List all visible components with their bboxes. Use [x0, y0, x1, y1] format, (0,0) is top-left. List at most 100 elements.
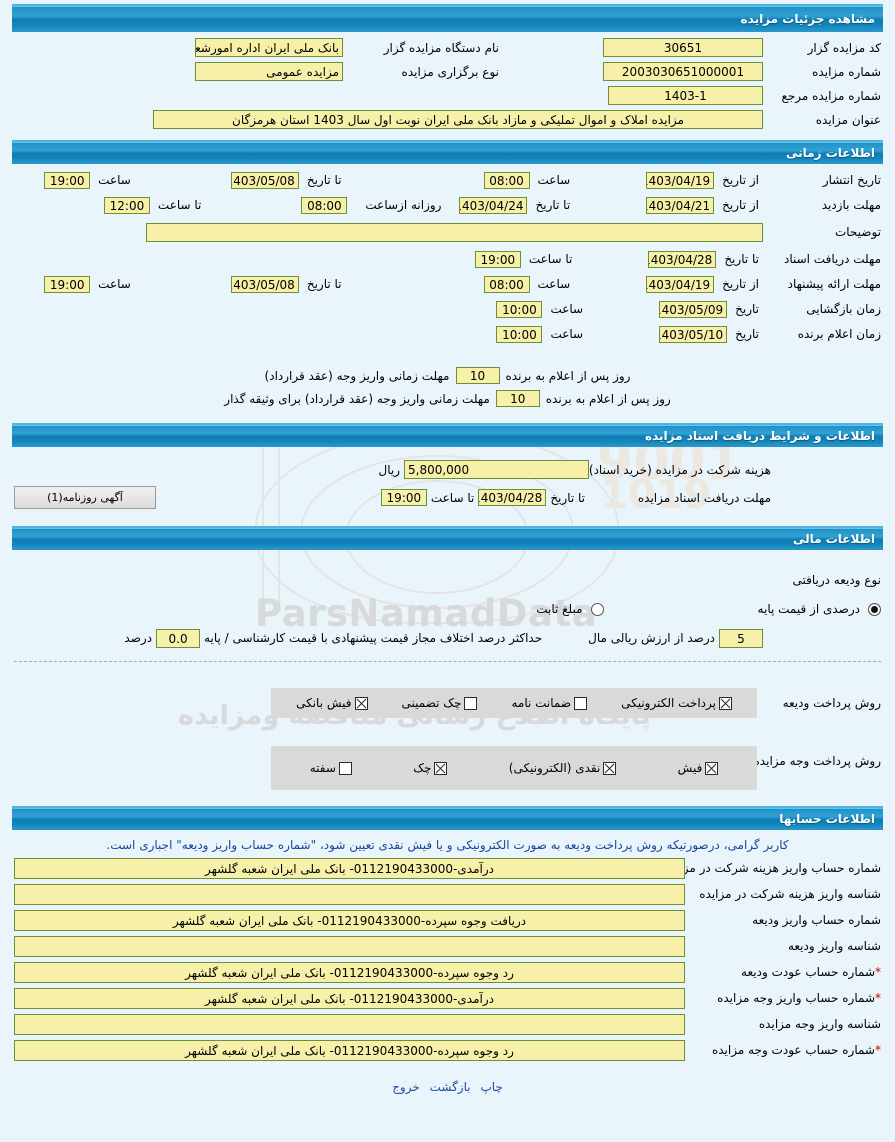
proposal-from-date[interactable]: 1403/04/19: [646, 275, 715, 293]
account-row-4: *شماره حساب عودت ودیعه رد وجوه سپرده-011…: [0, 961, 895, 983]
time-row-proposal: مهلت ارائه پیشنهاد از تاریخ 1403/04/19 س…: [0, 274, 895, 294]
auction-method-receipt[interactable]: فیش: [678, 761, 719, 775]
notes-field[interactable]: [146, 222, 763, 242]
title-field[interactable]: مزایده املاک و اموال تملیکی و مازاد بانک…: [153, 110, 763, 129]
publish-from-date[interactable]: 1403/04/19: [646, 171, 715, 189]
publish-from-time[interactable]: 08:00: [483, 171, 530, 189]
auction-method-receipt-label: فیش: [677, 761, 703, 775]
account-label-text-4: شماره حساب عودت ودیعه: [741, 965, 875, 980]
account-field-2[interactable]: دریافت وجوه سپرده-0112190433000- بانک مل…: [14, 909, 685, 931]
time-row-publish: تاریخ انتشار از تاریخ 1403/04/19 ساعت 08…: [0, 170, 895, 190]
org-label: نام دستگاه مزایده گزار: [383, 40, 499, 55]
account-field-0[interactable]: درآمدی-0112190433000- بانک ملی ایران شعب…: [14, 857, 685, 879]
checkbox-electronic-icon[interactable]: [718, 696, 732, 710]
payment-days-field[interactable]: 10: [455, 367, 500, 384]
ref-field[interactable]: 1403-1: [608, 86, 763, 105]
deposit-method-check-label: چک تضمینی: [401, 696, 462, 710]
publish-to-time[interactable]: 19:00: [44, 171, 91, 189]
visit-to-time[interactable]: 12:00: [103, 196, 150, 214]
detail-row-title: عنوان مزایده مزایده املاک و اموال تملیکی…: [14, 110, 881, 129]
account-field-5[interactable]: درآمدی-0112190433000- بانک ملی ایران شعب…: [14, 987, 685, 1009]
winner-date[interactable]: 1403/05/10: [659, 325, 728, 343]
time-section-header-wrap: اطلاعات زمانی: [0, 136, 895, 164]
payment-days-row: روز پس از اعلام به برنده 10 مهلت زمانی و…: [0, 367, 895, 384]
deposit-option-row: درصدی از قیمت پایه مبلغ ثابت: [0, 598, 895, 620]
checkbox-bank-receipt-icon[interactable]: [354, 696, 368, 710]
percent-field[interactable]: 5: [719, 628, 763, 648]
proposal-to-date[interactable]: 1403/05/08: [230, 275, 299, 293]
account-row-3: شناسه واریز ودیعه: [0, 935, 895, 957]
visit-daily-time[interactable]: 08:00: [301, 196, 348, 214]
auction-method-panel: فیش نقدی (الکترونیکی) چک سفته: [271, 746, 757, 790]
number-field[interactable]: 2003030651000001: [603, 62, 763, 81]
auction-method-cash[interactable]: نقدی (الکترونیکی): [509, 761, 617, 775]
docs-deadline-time[interactable]: 19:00: [380, 489, 427, 506]
org-field[interactable]: بانک ملی ایران اداره امورشعب: [195, 38, 343, 57]
publish-to-date[interactable]: 1403/05/08: [230, 171, 299, 189]
account-field-6[interactable]: [14, 1013, 685, 1035]
winner-time[interactable]: 10:00: [496, 325, 543, 343]
proposal-to-prefix: تا تاریخ: [306, 277, 342, 291]
checkbox-guaranteed-check-icon[interactable]: [464, 696, 478, 710]
opening-hour-prefix: ساعت: [550, 302, 584, 316]
docs-deadline-date-prefix: تا تاریخ: [550, 490, 585, 505]
account-label-6: شناسه واریز وجه مزایده: [758, 1017, 881, 1032]
radio-percent-icon[interactable]: [868, 602, 881, 616]
newspaper-ad-button[interactable]: آگهی روزنامه(1): [14, 486, 156, 509]
checkbox-check-icon[interactable]: [434, 761, 448, 775]
proposal-fromtime-group: ساعت 08:00: [483, 275, 575, 293]
account-row-0: شماره حساب واریز هزینه شرکت در مزایده در…: [0, 857, 895, 879]
opening-time[interactable]: 10:00: [496, 300, 543, 318]
option-fixed-group[interactable]: مبلغ ثابت: [532, 602, 604, 616]
code-label: کد مزایده گزار: [807, 40, 881, 55]
checkbox-guarantee-icon[interactable]: [574, 696, 588, 710]
financial-divider: [14, 661, 881, 662]
auction-method-promissory[interactable]: سفته: [310, 761, 352, 775]
details-section-title: مشاهده جزئیات مزایده: [740, 12, 875, 26]
proposal-to-time[interactable]: 19:00: [44, 275, 91, 293]
account-field-3[interactable]: [14, 935, 685, 957]
deposit-method-check[interactable]: چک تضمینی: [402, 696, 478, 710]
account-row-7: *شماره حساب عودت وجه مزایده رد وجوه سپرد…: [0, 1039, 895, 1061]
checkbox-promissory-icon[interactable]: [338, 761, 352, 775]
deposit-method-electronic[interactable]: پرداخت الکترونیکی: [621, 696, 732, 710]
account-field-1[interactable]: [14, 883, 685, 905]
deposit-method-receipt[interactable]: فیش بانکی: [296, 696, 368, 710]
opening-date[interactable]: 1403/05/09: [659, 300, 728, 318]
auction-method-check[interactable]: چک: [413, 761, 448, 775]
checkbox-cash-icon[interactable]: [603, 761, 617, 775]
fee-field[interactable]: 5,800,000: [404, 460, 589, 479]
time-row-visit: مهلت بازدید از تاریخ 1403/04/21 تا تاریخ…: [0, 195, 895, 215]
docs-deadline-date[interactable]: 1403/04/28: [478, 489, 547, 506]
visit-from-date[interactable]: 1403/04/21: [646, 196, 715, 214]
print-link[interactable]: چاپ: [480, 1079, 503, 1094]
doc-receipt-to-time[interactable]: 19:00: [474, 250, 521, 268]
publish-tohour-prefix: ساعت: [98, 173, 131, 187]
visit-to-date[interactable]: 1403/04/24: [459, 196, 528, 214]
winner-hour-prefix: ساعت: [550, 327, 584, 341]
proposal-from-time[interactable]: 08:00: [483, 275, 530, 293]
code-field[interactable]: 30651: [603, 38, 763, 57]
exit-link[interactable]: خروج: [392, 1079, 420, 1094]
max-diff-field[interactable]: 0.0: [156, 628, 201, 648]
doc-receipt-label: مهلت دریافت اسناد: [783, 252, 881, 266]
publish-fromtime-group: ساعت 08:00: [483, 171, 575, 189]
proposal-to-group: تا تاریخ 1403/05/08: [230, 275, 346, 293]
docs-deadline-label: مهلت دریافت اسناد مزایده: [637, 490, 771, 505]
account-field-4[interactable]: رد وجوه سپرده-0112190433000- بانک ملی ای…: [14, 961, 685, 983]
account-field-7[interactable]: رد وجوه سپرده-0112190433000- بانک ملی ای…: [14, 1039, 685, 1061]
option-percent-group[interactable]: درصدی از قیمت پایه: [754, 602, 881, 616]
auction-method-label: روش پرداخت وجه مزایده: [753, 754, 881, 768]
time-row-winner: زمان اعلام برنده تاریخ 1403/05/10 ساعت 1…: [0, 324, 895, 344]
account-label-2: شماره حساب واریز ودیعه: [752, 913, 881, 928]
payment-days-guarantor-field[interactable]: 10: [495, 390, 540, 407]
accounts-top-spacer: [0, 790, 895, 802]
doc-receipt-to-group: تا تاریخ 1403/04/28: [648, 250, 763, 268]
radio-fixed-icon[interactable]: [590, 602, 604, 616]
doc-receipt-to-date[interactable]: 1403/04/28: [648, 250, 717, 268]
back-link[interactable]: بازگشت: [429, 1079, 471, 1094]
type-field[interactable]: مزایده عمومی: [195, 62, 343, 81]
checkbox-receipt-icon[interactable]: [705, 761, 719, 775]
detail-ref-group: شماره مزایده مرجع 1403-1: [509, 86, 881, 105]
deposit-method-guarantee[interactable]: ضمانت نامه: [511, 696, 588, 710]
